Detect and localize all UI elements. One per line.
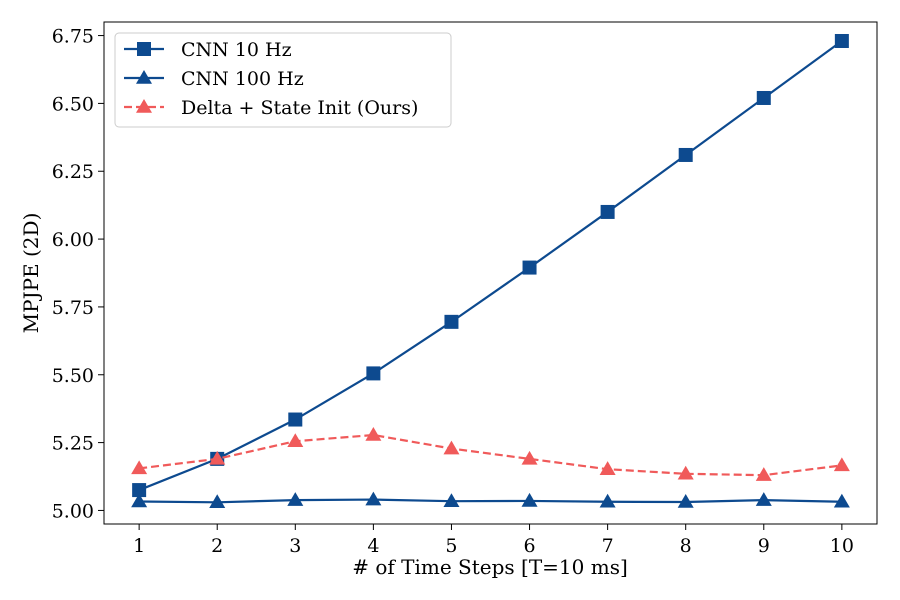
data-point [677, 494, 694, 508]
data-point [209, 494, 226, 509]
data-point [131, 460, 148, 475]
legend-label: CNN 100 Hz [181, 68, 304, 90]
data-point [288, 412, 303, 427]
y-tick-label: 5.25 [52, 433, 94, 455]
legend-label: Delta + State Init (Ours) [181, 97, 418, 119]
data-point [833, 457, 850, 472]
data-point [834, 33, 849, 48]
y-axis: 5.00 5.25 5.50 5.75 6.00 6.25 6.50 6.75 [52, 26, 104, 522]
data-point [443, 440, 460, 455]
x-tick-label: 7 [602, 535, 614, 557]
data-point [366, 366, 381, 381]
data-point [755, 467, 772, 481]
series-3 [131, 426, 850, 481]
series-2 [131, 491, 850, 509]
x-tick-label: 1 [133, 535, 145, 557]
x-tick-label: 9 [758, 535, 770, 557]
y-tick-label: 5.50 [52, 365, 94, 387]
data-point [833, 493, 850, 508]
data-point [678, 147, 693, 162]
x-tick-label: 4 [367, 535, 379, 557]
x-tick-label: 3 [289, 535, 301, 557]
data-point [209, 450, 226, 465]
legend-marker [136, 70, 152, 84]
legend: CNN 10 Hz CNN 100 Hz Delta + State Init (O… [114, 32, 452, 128]
data-point [521, 492, 538, 507]
legend-marker [137, 42, 151, 56]
data-point [677, 465, 694, 480]
data-point [599, 493, 616, 508]
x-axis: 1 2 3 4 5 6 7 8 9 10 [133, 524, 854, 557]
x-tick-label: 10 [830, 535, 854, 557]
y-tick-label: 5.00 [52, 500, 94, 522]
y-tick-label: 5.75 [52, 297, 94, 319]
data-point [287, 492, 304, 506]
x-axis-label: # of Time Steps [T=10 ms] [352, 555, 628, 579]
legend-label: CNN 10 Hz [181, 39, 292, 61]
series-layer [131, 33, 850, 509]
y-tick-label: 6.50 [52, 93, 94, 115]
series-line [138, 40, 843, 492]
data-point [600, 204, 615, 219]
y-tick-label: 6.75 [52, 26, 94, 48]
data-point [756, 90, 771, 105]
legend-marker [136, 99, 152, 113]
data-point [522, 260, 537, 275]
x-tick-label: 8 [680, 535, 692, 557]
data-point [444, 314, 459, 329]
series-line [139, 433, 843, 477]
y-axis-label: MPJPE (2D) [19, 213, 43, 334]
data-point [365, 426, 382, 441]
data-point [365, 491, 382, 506]
data-point [443, 493, 460, 507]
data-point [599, 461, 616, 475]
x-tick-label: 5 [445, 535, 457, 557]
data-point [132, 483, 147, 498]
data-point [755, 492, 772, 506]
x-tick-label: 2 [211, 535, 223, 557]
series-line [139, 498, 842, 504]
y-tick-label: 6.00 [52, 229, 94, 251]
legend-box [114, 32, 452, 128]
data-point [287, 433, 304, 447]
y-tick-label: 6.25 [52, 161, 94, 183]
x-tick-label: 6 [523, 535, 535, 557]
data-point [131, 493, 148, 508]
data-point [521, 450, 538, 465]
